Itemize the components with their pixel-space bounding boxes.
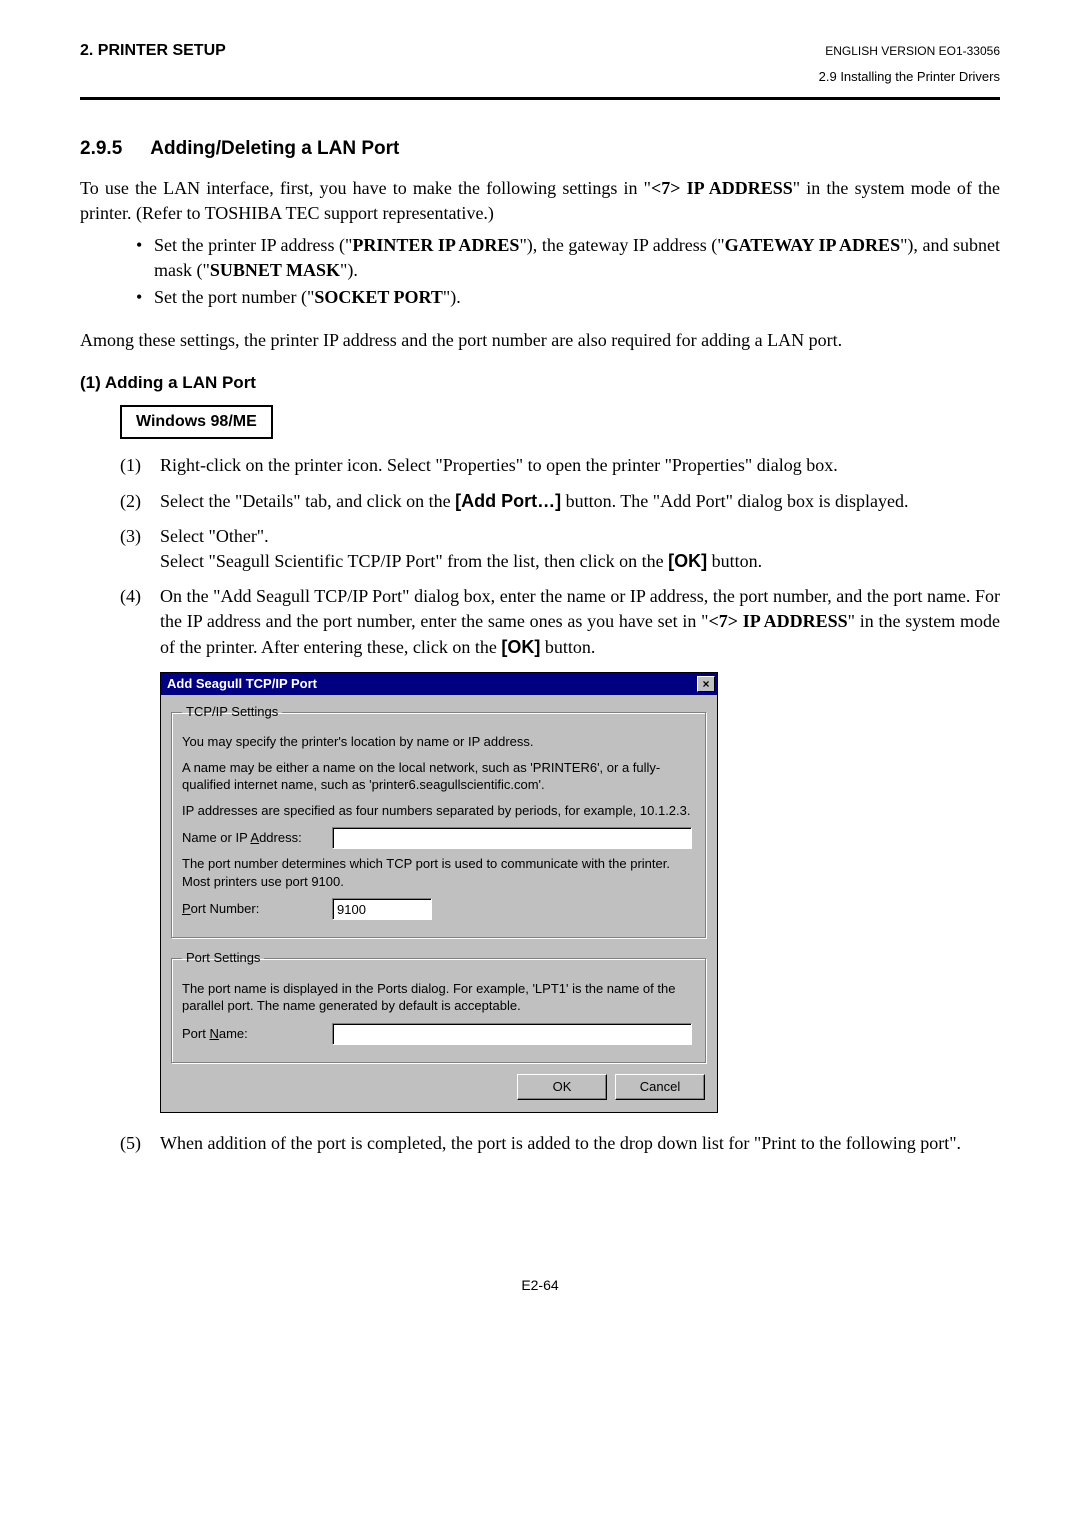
step-num: (2) bbox=[120, 489, 141, 514]
section-name: Adding/Deleting a LAN Port bbox=[150, 138, 399, 159]
intro-paragraph-2: Among these settings, the printer IP add… bbox=[80, 328, 1000, 353]
ps-text-1: The port name is displayed in the Ports … bbox=[182, 980, 696, 1015]
text: Name or IP bbox=[182, 830, 250, 845]
text: Select "Seagull Scientific TCP/IP Port" … bbox=[160, 551, 668, 571]
step-text: Right-click on the printer icon. Select … bbox=[160, 455, 838, 475]
port-name-input[interactable] bbox=[332, 1023, 692, 1045]
step-num: (3) bbox=[120, 524, 141, 549]
step-5: (5) When addition of the port is complete… bbox=[120, 1131, 1000, 1156]
name-or-ip-label: Name or IP Address: bbox=[182, 829, 332, 847]
text: Port bbox=[182, 1026, 209, 1041]
port-settings-legend: Port Settings bbox=[182, 949, 264, 967]
os-box: Windows 98/ME bbox=[120, 405, 273, 439]
header-rule bbox=[80, 97, 1000, 100]
text: ort Number: bbox=[191, 901, 260, 916]
name-or-ip-input[interactable] bbox=[332, 827, 692, 849]
text-bold: [OK] bbox=[501, 637, 540, 657]
port-number-label: Port Number: bbox=[182, 900, 332, 918]
tcpip-legend: TCP/IP Settings bbox=[182, 703, 282, 721]
tcpip-settings-group: TCP/IP Settings You may specify the prin… bbox=[171, 703, 707, 939]
text: "). bbox=[443, 287, 461, 307]
step-num: (1) bbox=[120, 453, 141, 478]
bullet-item: Set the port number ("SOCKET PORT"). bbox=[136, 285, 1000, 310]
text-ul: N bbox=[209, 1026, 218, 1041]
text-bold: <7> IP ADDRESS bbox=[709, 611, 848, 631]
tcp-text-4: The port number determines which TCP por… bbox=[182, 855, 696, 890]
text: "). bbox=[340, 260, 358, 280]
ok-button[interactable]: OK bbox=[517, 1074, 607, 1100]
dialog-title: Add Seagull TCP/IP Port bbox=[167, 675, 317, 693]
step-text: When addition of the port is completed, … bbox=[160, 1133, 961, 1153]
text-bold: SUBNET MASK bbox=[210, 260, 340, 280]
text: button. The "Add Port" dialog box is dis… bbox=[561, 491, 908, 511]
steps-list: (1) Right-click on the printer icon. Sele… bbox=[80, 453, 1000, 659]
section-number: 2.9.5 bbox=[80, 136, 122, 163]
name-or-ip-row: Name or IP Address: bbox=[182, 827, 696, 849]
step-3: (3) Select "Other". Select "Seagull Scie… bbox=[120, 524, 1000, 574]
step-num: (5) bbox=[120, 1131, 141, 1156]
text: Select "Other". bbox=[160, 526, 269, 546]
text: Select the "Details" tab, and click on t… bbox=[160, 491, 455, 511]
tcp-text-3: IP addresses are specified as four numbe… bbox=[182, 802, 696, 820]
text: Set the printer IP address (" bbox=[154, 235, 352, 255]
text-bold: [OK] bbox=[668, 551, 707, 571]
dialog-screenshot: Add Seagull TCP/IP Port × TCP/IP Setting… bbox=[80, 672, 1000, 1113]
port-name-label: Port Name: bbox=[182, 1025, 332, 1043]
text: "), the gateway IP address (" bbox=[519, 235, 724, 255]
port-name-row: Port Name: bbox=[182, 1023, 696, 1045]
page-footer: E2-64 bbox=[80, 1276, 1000, 1296]
dialog-button-row: OK Cancel bbox=[171, 1074, 707, 1102]
port-number-input[interactable] bbox=[332, 898, 432, 920]
dialog-titlebar[interactable]: Add Seagull TCP/IP Port × bbox=[161, 673, 717, 695]
close-icon[interactable]: × bbox=[697, 676, 715, 692]
bullet-item: Set the printer IP address ("PRINTER IP … bbox=[136, 233, 1000, 283]
text-ul: A bbox=[250, 830, 259, 845]
page-header: 2. PRINTER SETUP ENGLISH VERSION EO1-330… bbox=[80, 40, 1000, 62]
step-2: (2) Select the "Details" tab, and click … bbox=[120, 489, 1000, 514]
header-left: 2. PRINTER SETUP bbox=[80, 40, 226, 62]
text-ul: P bbox=[182, 901, 191, 916]
adding-heading: (1) Adding a LAN Port bbox=[80, 371, 1000, 395]
header-right: ENGLISH VERSION EO1-33056 bbox=[825, 43, 1000, 60]
cancel-button[interactable]: Cancel bbox=[615, 1074, 705, 1100]
tcp-text-2: A name may be either a name on the local… bbox=[182, 759, 696, 794]
step-num: (4) bbox=[120, 584, 141, 609]
intro-paragraph-1: To use the LAN interface, first, you hav… bbox=[80, 176, 1000, 226]
text-bold: SOCKET PORT bbox=[314, 287, 443, 307]
text: To use the LAN interface, first, you hav… bbox=[80, 178, 651, 198]
header-subtitle: 2.9 Installing the Printer Drivers bbox=[80, 68, 1000, 86]
steps-list-cont: (5) When addition of the port is complete… bbox=[80, 1131, 1000, 1156]
text: ame: bbox=[219, 1026, 248, 1041]
port-number-row: Port Number: bbox=[182, 898, 696, 920]
text: ddress: bbox=[259, 830, 302, 845]
step-1: (1) Right-click on the printer icon. Sele… bbox=[120, 453, 1000, 478]
tcp-text-1: You may specify the printer's location b… bbox=[182, 733, 696, 751]
step-4: (4) On the "Add Seagull TCP/IP Port" dia… bbox=[120, 584, 1000, 660]
dialog-body: TCP/IP Settings You may specify the prin… bbox=[161, 695, 717, 1112]
text-bold: [Add Port…] bbox=[455, 491, 561, 511]
intro-bullets: Set the printer IP address ("PRINTER IP … bbox=[80, 233, 1000, 311]
text-bold: PRINTER IP ADRES bbox=[352, 235, 519, 255]
text: button. bbox=[540, 637, 595, 657]
add-seagull-tcpip-port-dialog: Add Seagull TCP/IP Port × TCP/IP Setting… bbox=[160, 672, 718, 1113]
port-settings-group: Port Settings The port name is displayed… bbox=[171, 949, 707, 1063]
section-title: 2.9.5 Adding/Deleting a LAN Port bbox=[80, 136, 1000, 163]
text-bold: <7> IP ADDRESS bbox=[651, 178, 793, 198]
text: Set the port number (" bbox=[154, 287, 314, 307]
text: button. bbox=[707, 551, 762, 571]
text-bold: GATEWAY IP ADRES bbox=[725, 235, 900, 255]
